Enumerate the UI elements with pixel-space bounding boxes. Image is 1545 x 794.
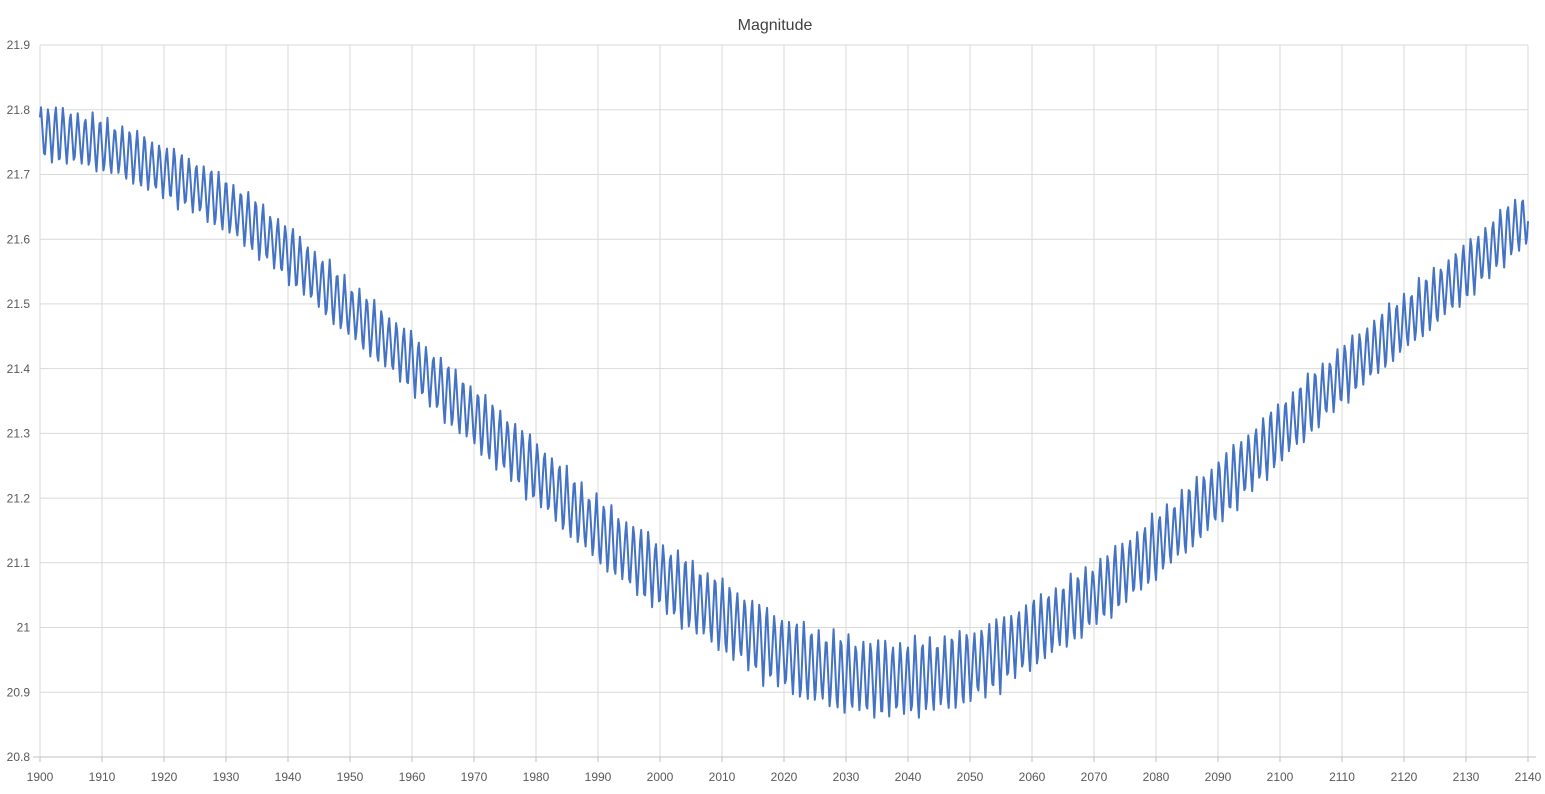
x-axis-tick-label: 1900: [27, 770, 54, 784]
x-axis-tick-label: 2040: [895, 770, 922, 784]
x-axis-tick-label: 1910: [89, 770, 116, 784]
y-axis-tick-label: 21.9: [7, 38, 31, 52]
y-axis-tick-label: 21.5: [7, 297, 31, 311]
x-axis-tick-label: 2060: [1019, 770, 1046, 784]
y-axis-tick-label: 21.1: [7, 556, 31, 570]
x-axis-tick-label: 2050: [957, 770, 984, 784]
x-axis-tick-label: 2070: [1081, 770, 1108, 784]
y-axis-tick-label: 21.8: [7, 103, 31, 117]
x-axis-tick-label: 1960: [399, 770, 426, 784]
y-axis-tick-label: 21.7: [7, 168, 31, 182]
x-axis-tick-label: 1990: [585, 770, 612, 784]
x-axis-tick-label: 2000: [647, 770, 674, 784]
chart-title: Magnitude: [738, 17, 813, 34]
x-axis-tick-label: 2120: [1391, 770, 1418, 784]
x-axis-tick-label: 2030: [833, 770, 860, 784]
x-axis-tick-label: 2140: [1515, 770, 1542, 784]
y-axis-tick-label: 21.6: [7, 232, 31, 246]
x-axis-tick-label: 2130: [1453, 770, 1480, 784]
x-axis-tick-label: 1970: [461, 770, 488, 784]
y-axis-tick-label: 21.3: [7, 427, 31, 441]
axis-layer: [33, 756, 1536, 762]
x-axis-tick-label: 1950: [337, 770, 364, 784]
y-axis-tick-label: 21.4: [7, 362, 31, 376]
x-axis-tick-label: 1980: [523, 770, 550, 784]
y-axis-tick-label: 21.2: [7, 491, 31, 505]
x-axis-tick-label: 1930: [213, 770, 240, 784]
label-layer: 20.8 20.9 21 21.1 21.2 21.3 21.4 21.5 21.6 21.7 21…: [7, 38, 1542, 784]
y-axis-tick-label: 20.9: [7, 686, 31, 700]
y-axis-tick-label: 21: [17, 621, 31, 635]
grid-layer: [39, 44, 1529, 758]
x-axis-tick-label: 2020: [771, 770, 798, 784]
x-axis-tick-label: 1940: [275, 770, 302, 784]
y-axis-tick-label: 20.8: [7, 750, 31, 764]
x-axis-tick-label: 2100: [1267, 770, 1294, 784]
x-axis-tick-label: 2110: [1329, 770, 1355, 784]
x-axis-tick-label: 2010: [709, 770, 736, 784]
x-axis-tick-label: 2090: [1205, 770, 1232, 784]
x-axis-tick-label: 1920: [151, 770, 178, 784]
x-axis-tick-label: 2080: [1143, 770, 1170, 784]
magnitude-series-line: [39, 106, 1529, 719]
series-layer: [39, 106, 1529, 719]
